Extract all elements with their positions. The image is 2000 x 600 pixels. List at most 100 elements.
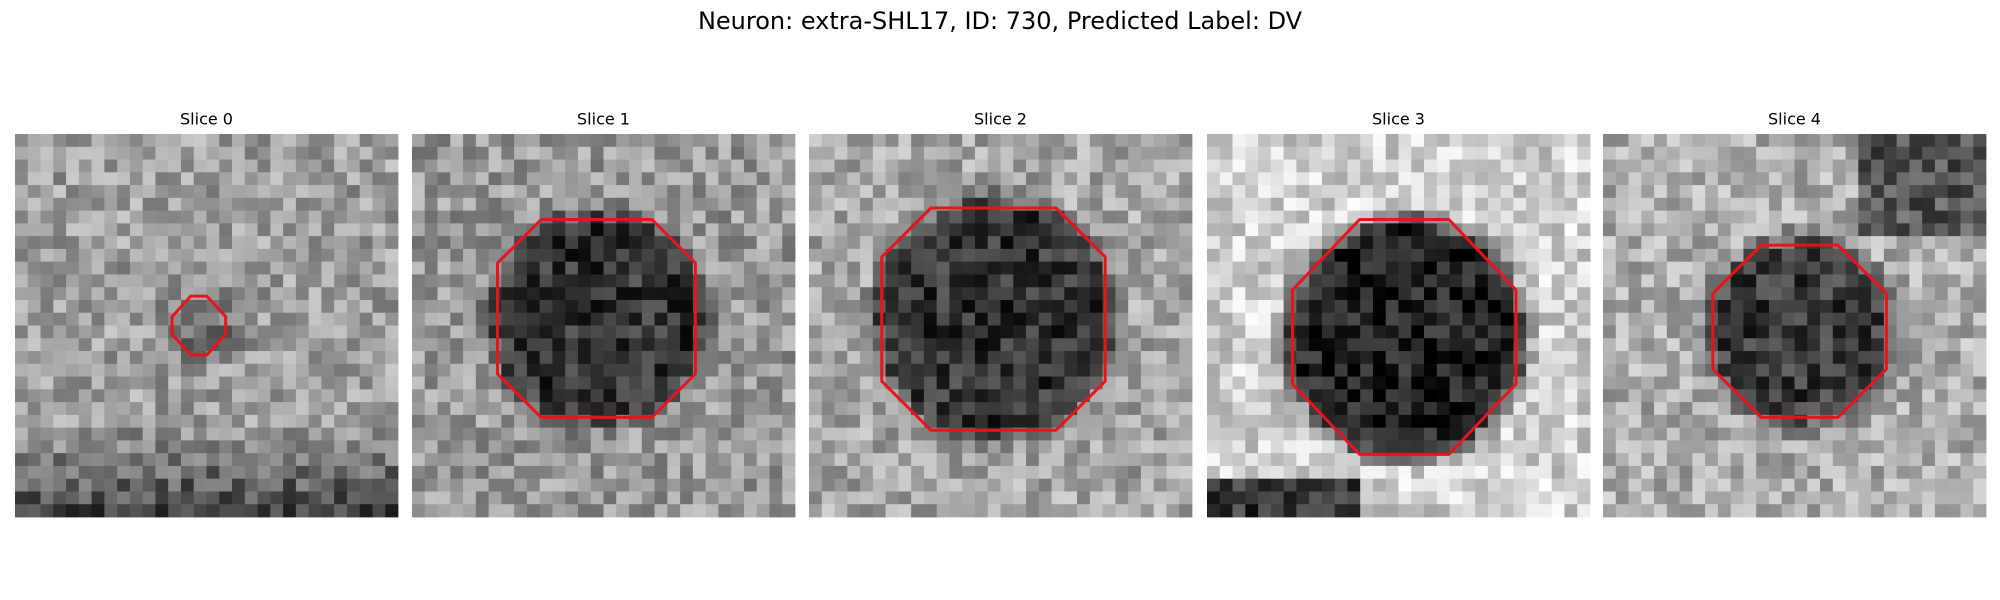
pixel: [1871, 159, 1885, 173]
pixel: [1526, 236, 1540, 250]
pixel: [1909, 159, 1923, 173]
pixel: [577, 478, 592, 492]
pixel: [1064, 159, 1078, 173]
pixel: [782, 299, 796, 314]
pixel: [1475, 210, 1489, 224]
pixel: [1845, 427, 1859, 441]
pixel: [629, 261, 643, 275]
pixel: [1140, 248, 1155, 263]
pixel: [847, 478, 861, 492]
pixel: [1064, 325, 1078, 339]
pixel: [424, 338, 438, 352]
pixel: [1615, 351, 1629, 365]
pixel: [1603, 146, 1617, 160]
pixel: [1947, 338, 1961, 352]
pixel: [1909, 465, 1923, 480]
pixel: [91, 236, 105, 250]
pixel: [1883, 504, 1898, 518]
pixel: [1858, 159, 1872, 173]
pixel: [1654, 261, 1668, 275]
pixel: [936, 504, 950, 518]
pixel: [66, 325, 80, 339]
pixel: [782, 287, 796, 301]
pixel: [424, 427, 438, 441]
pixel: [1347, 248, 1361, 263]
pixel: [308, 453, 322, 467]
pixel: [321, 185, 335, 199]
pixel: [475, 146, 489, 160]
pixel: [1654, 363, 1668, 377]
pixel: [1219, 351, 1233, 365]
pixel: [437, 223, 451, 237]
pixel: [53, 299, 67, 314]
pixel: [1245, 274, 1259, 288]
pixel: [872, 414, 886, 429]
pixel: [321, 504, 335, 518]
pixel: [1436, 159, 1450, 173]
pixel: [1628, 185, 1642, 199]
pixel: [526, 427, 541, 441]
pixel: [91, 261, 105, 275]
pixel: [1013, 389, 1027, 403]
pixel: [898, 312, 912, 326]
pixel: [1115, 351, 1129, 365]
pixel: [885, 465, 899, 480]
pixel: [923, 185, 938, 199]
pixel: [193, 389, 207, 403]
pixel: [1500, 134, 1514, 148]
pixel: [603, 185, 617, 199]
pixel: [1679, 414, 1693, 429]
pixel: [667, 504, 681, 518]
pixel: [1026, 414, 1040, 429]
pixel: [193, 376, 207, 390]
pixel: [603, 159, 617, 173]
pixel: [1934, 338, 1949, 352]
pixel: [1013, 478, 1027, 492]
pixel: [1628, 389, 1642, 403]
pixel: [1258, 134, 1272, 148]
pixel: [450, 351, 464, 365]
pixel: [1487, 312, 1502, 326]
pixel: [104, 491, 118, 505]
pixel: [27, 185, 41, 199]
pixel: [40, 325, 54, 339]
pixel: [1934, 185, 1949, 199]
pixel: [437, 261, 451, 275]
pixel: [974, 465, 989, 480]
pixel: [872, 287, 886, 301]
pixel: [629, 287, 643, 301]
pixel: [1896, 389, 1910, 403]
pixel: [53, 261, 67, 275]
pixel: [1245, 312, 1259, 326]
pixel: [1858, 299, 1872, 314]
pixel: [1551, 325, 1565, 339]
pixel: [117, 146, 131, 160]
pixel: [1832, 389, 1846, 403]
pixel: [1960, 478, 1974, 492]
pixel: [1115, 172, 1129, 186]
pixel: [1462, 414, 1476, 429]
pixel: [1283, 491, 1297, 505]
pixel: [1564, 325, 1578, 339]
pixel: [1398, 427, 1412, 441]
pixel: [257, 159, 271, 173]
pixel: [1960, 248, 1974, 263]
pixel: [1743, 478, 1757, 492]
pixel: [923, 389, 938, 403]
pixel: [769, 465, 783, 480]
pixel: [1947, 248, 1961, 263]
pixel: [346, 440, 361, 454]
pixel: [66, 402, 80, 416]
pixel: [142, 389, 156, 403]
pixel: [1705, 363, 1719, 377]
pixel: [488, 299, 502, 314]
pixel: [1166, 414, 1180, 429]
pixel: [27, 325, 41, 339]
pixel: [1628, 159, 1642, 173]
pixel: [334, 427, 348, 441]
pixel: [949, 236, 963, 250]
pixel: [1743, 312, 1757, 326]
pixel: [180, 363, 195, 377]
pixel: [53, 185, 67, 199]
pixel: [731, 299, 745, 314]
